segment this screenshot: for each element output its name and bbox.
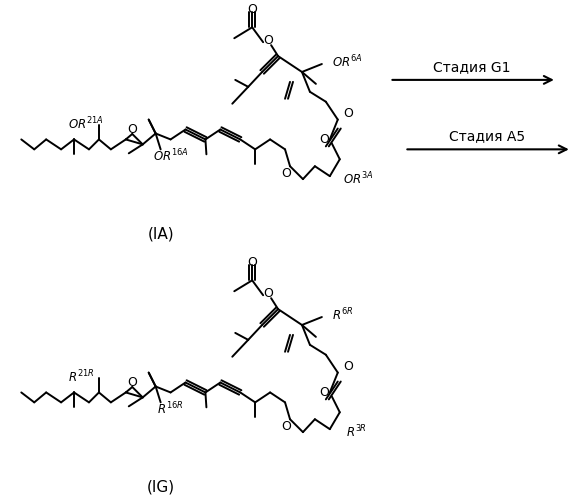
Text: $R^{3R}$: $R^{3R}$ xyxy=(346,424,367,440)
Text: (IA): (IA) xyxy=(147,226,174,241)
Text: O: O xyxy=(319,386,329,399)
Text: $OR^{3A}$: $OR^{3A}$ xyxy=(343,171,373,188)
Text: O: O xyxy=(343,360,353,373)
Text: $R^{6R}$: $R^{6R}$ xyxy=(332,306,353,324)
Text: $OR^{21A}$: $OR^{21A}$ xyxy=(68,116,104,132)
Text: O: O xyxy=(319,133,329,146)
Text: O: O xyxy=(247,3,257,16)
Text: $OR^{6A}$: $OR^{6A}$ xyxy=(332,54,362,70)
Text: O: O xyxy=(128,122,137,136)
Text: $R^{21R}$: $R^{21R}$ xyxy=(68,368,94,385)
Text: O: O xyxy=(281,420,291,432)
Text: O: O xyxy=(247,256,257,269)
Text: Стадия G1: Стадия G1 xyxy=(433,60,511,74)
Text: (IG): (IG) xyxy=(147,479,175,494)
Text: $OR^{16A}$: $OR^{16A}$ xyxy=(153,148,188,164)
Text: O: O xyxy=(343,107,353,120)
Text: O: O xyxy=(263,34,273,46)
Text: O: O xyxy=(281,166,291,179)
Text: O: O xyxy=(263,286,273,300)
Text: O: O xyxy=(128,376,137,388)
Text: $R^{16R}$: $R^{16R}$ xyxy=(157,401,184,417)
Text: Стадия A5: Стадия A5 xyxy=(449,130,525,143)
